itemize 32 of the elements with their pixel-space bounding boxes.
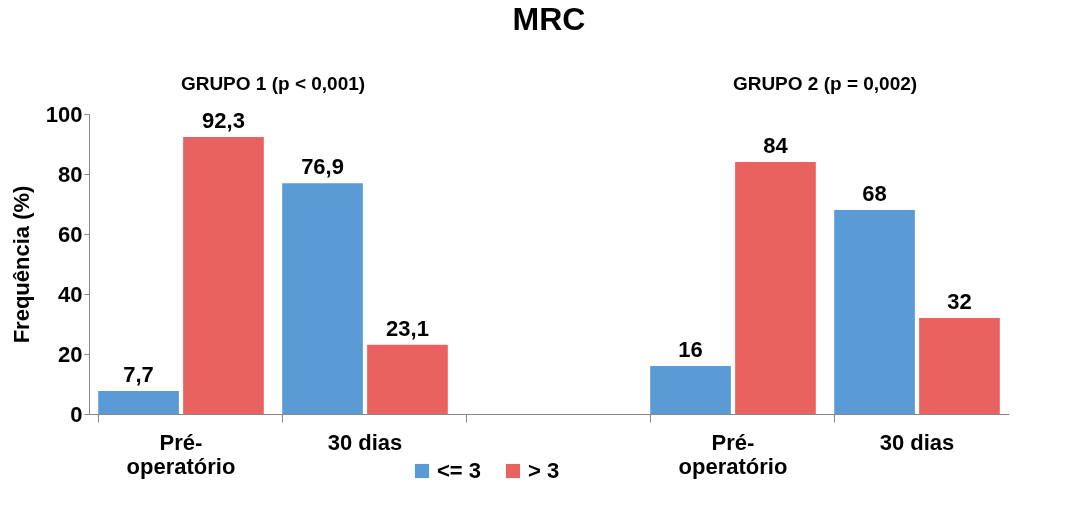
text: GRUPO 1 (p < 0,001) [180, 73, 366, 94]
y-tick-label: 20 [58, 341, 83, 367]
legend-label: > 3 [528, 458, 560, 483]
bar [919, 318, 1000, 414]
bar [735, 162, 816, 414]
data-label: 68 [862, 181, 887, 206]
x-tick-label: 30 dias [327, 429, 403, 455]
bar [834, 210, 915, 414]
bar [183, 137, 264, 414]
data-label: 92,3 [202, 108, 245, 134]
y-tick-label: 80 [58, 161, 83, 187]
text: GRUPO 2 (p = 0,002) [732, 73, 918, 94]
data-label: 32 [947, 289, 972, 314]
y-tick-label: 0 [70, 401, 83, 427]
x-tick-label: 30 dias [879, 429, 955, 455]
bar [282, 183, 363, 414]
data-label: 84 [763, 133, 789, 158]
y-tick-label: 60 [58, 221, 83, 247]
bar [98, 390, 179, 414]
data-label: 76,9 [301, 154, 344, 180]
y-axis-title: Frequência (%) [8, 185, 34, 344]
legend-label: <= 3 [437, 458, 482, 483]
x-tick-label: Pré-operatório [126, 429, 236, 479]
bar [650, 366, 731, 414]
data-label: 16 [678, 337, 703, 362]
y-tick-label: 100 [45, 101, 83, 127]
y-tick-label: 40 [58, 281, 83, 307]
data-label: 7,7 [123, 361, 154, 387]
bar [367, 344, 448, 414]
x-tick-label: Pré-operatório [678, 429, 788, 479]
chart-title: MRC [512, 1, 586, 37]
data-label: 23,1 [386, 315, 429, 341]
